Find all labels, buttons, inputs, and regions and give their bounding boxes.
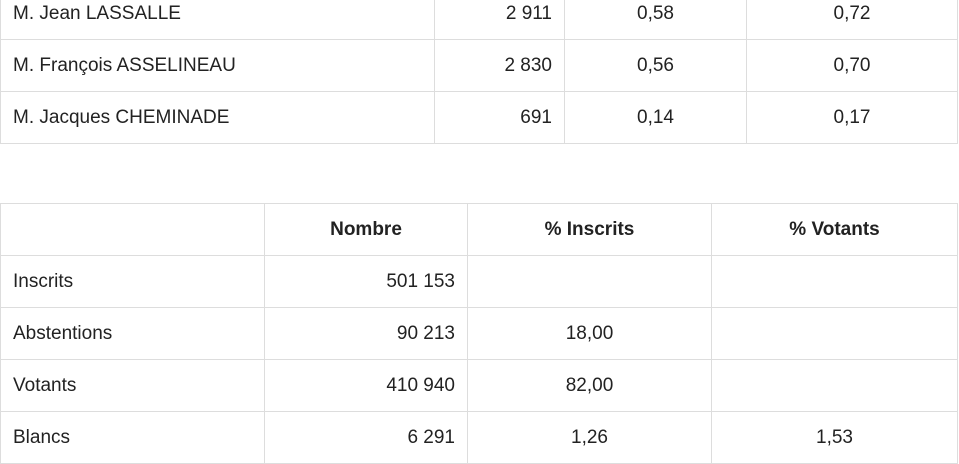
header-empty (0, 203, 265, 256)
candidates-results-table: M. Jean LASSALLE 2 911 0,58 0,72 M. Fran… (0, 0, 958, 144)
candidate-name: M. François ASSELINEAU (0, 40, 435, 92)
candidate-votes: 2 830 (435, 40, 565, 92)
summary-table: Nombre % Inscrits % Votants Inscrits 501… (0, 203, 958, 464)
table-row: Votants 410 940 82,00 (0, 360, 958, 412)
candidate-pct-inscrits: 0,58 (565, 0, 747, 40)
table-header-row: Nombre % Inscrits % Votants (0, 203, 958, 256)
row-pct-votants (712, 308, 958, 360)
row-pct-votants: 1,53 (712, 412, 958, 464)
table-row: M. François ASSELINEAU 2 830 0,56 0,70 (0, 40, 958, 92)
candidate-name: M. Jean LASSALLE (0, 0, 435, 40)
candidate-pct-exprimes: 0,70 (747, 40, 958, 92)
table-row: M. Jacques CHEMINADE 691 0,14 0,17 (0, 92, 958, 144)
row-nombre: 90 213 (265, 308, 468, 360)
candidate-pct-exprimes: 0,72 (747, 0, 958, 40)
table-row: Blancs 6 291 1,26 1,53 (0, 412, 958, 464)
candidate-pct-inscrits: 0,56 (565, 40, 747, 92)
row-pct-inscrits (468, 256, 712, 308)
header-nombre: Nombre (265, 203, 468, 256)
row-label: Abstentions (0, 308, 265, 360)
row-nombre: 501 153 (265, 256, 468, 308)
row-pct-inscrits: 1,26 (468, 412, 712, 464)
candidate-pct-exprimes: 0,17 (747, 92, 958, 144)
header-pct-votants: % Votants (712, 203, 958, 256)
candidate-votes: 2 911 (435, 0, 565, 40)
row-label: Inscrits (0, 256, 265, 308)
row-pct-inscrits: 18,00 (468, 308, 712, 360)
row-pct-votants (712, 360, 958, 412)
candidate-name: M. Jacques CHEMINADE (0, 92, 435, 144)
row-label: Votants (0, 360, 265, 412)
row-nombre: 410 940 (265, 360, 468, 412)
row-pct-inscrits: 82,00 (468, 360, 712, 412)
candidate-votes: 691 (435, 92, 565, 144)
table-row: M. Jean LASSALLE 2 911 0,58 0,72 (0, 0, 958, 40)
table-row: Inscrits 501 153 (0, 256, 958, 308)
table-row: Abstentions 90 213 18,00 (0, 308, 958, 360)
row-label: Blancs (0, 412, 265, 464)
header-pct-inscrits: % Inscrits (468, 203, 712, 256)
row-nombre: 6 291 (265, 412, 468, 464)
candidate-pct-inscrits: 0,14 (565, 92, 747, 144)
row-pct-votants (712, 256, 958, 308)
